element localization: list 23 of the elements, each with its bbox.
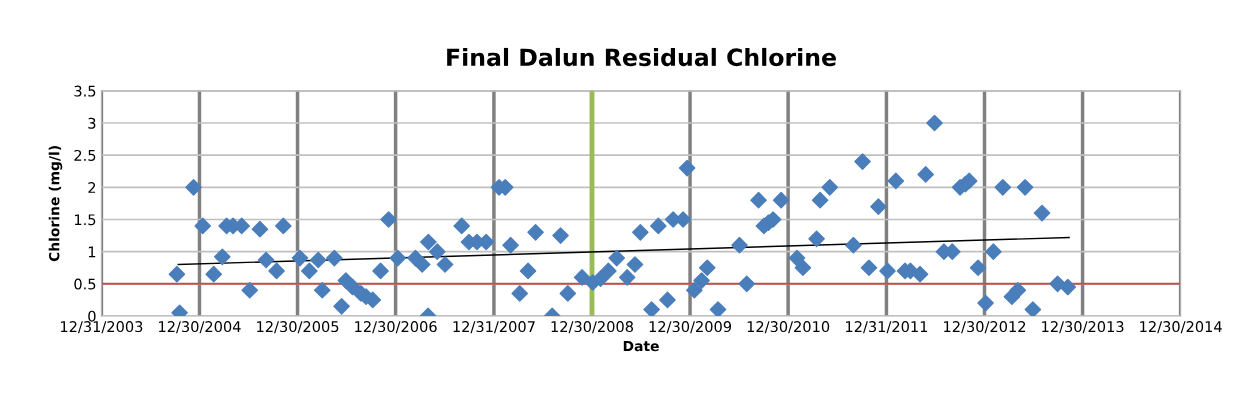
y-tick-label: 3	[88, 117, 96, 129]
x-tick-label: 12/31/2003	[60, 321, 143, 334]
y-tick-label: 0.5	[74, 278, 96, 290]
x-tick-label: 12/30/2008	[551, 321, 634, 334]
x-tick-label: 12/30/2004	[159, 321, 241, 334]
y-tick-label: 1.5	[74, 214, 96, 226]
y-tick-label: 1	[88, 246, 96, 258]
x-tick-label: 12/30/2005	[257, 321, 339, 334]
x-tick-label: 12/30/2012	[944, 321, 1026, 334]
x-tick-label: 12/30/2006	[355, 321, 437, 334]
y-axis-title: Chlorine (mg/l)	[48, 146, 63, 262]
x-axis-title: Date	[623, 340, 659, 352]
x-tick-label: 12/30/2009	[649, 321, 732, 334]
x-tick-label: 12/31/2011	[846, 321, 928, 334]
y-tick-label: 0	[88, 310, 96, 322]
x-tick-label: 12/30/2013	[1042, 321, 1124, 334]
x-tick-label: 12/30/2010	[747, 321, 830, 334]
x-tick-label: 12/31/2007	[453, 321, 535, 334]
y-tick-label: 2	[88, 182, 96, 193]
y-tick-label: 2.5	[74, 149, 96, 161]
x-tick-label: 12/30/2014	[1140, 321, 1222, 334]
chart-title: Final Dalun Residual Chlorine	[447, 47, 836, 67]
y-tick-label: 3.5	[74, 85, 96, 97]
